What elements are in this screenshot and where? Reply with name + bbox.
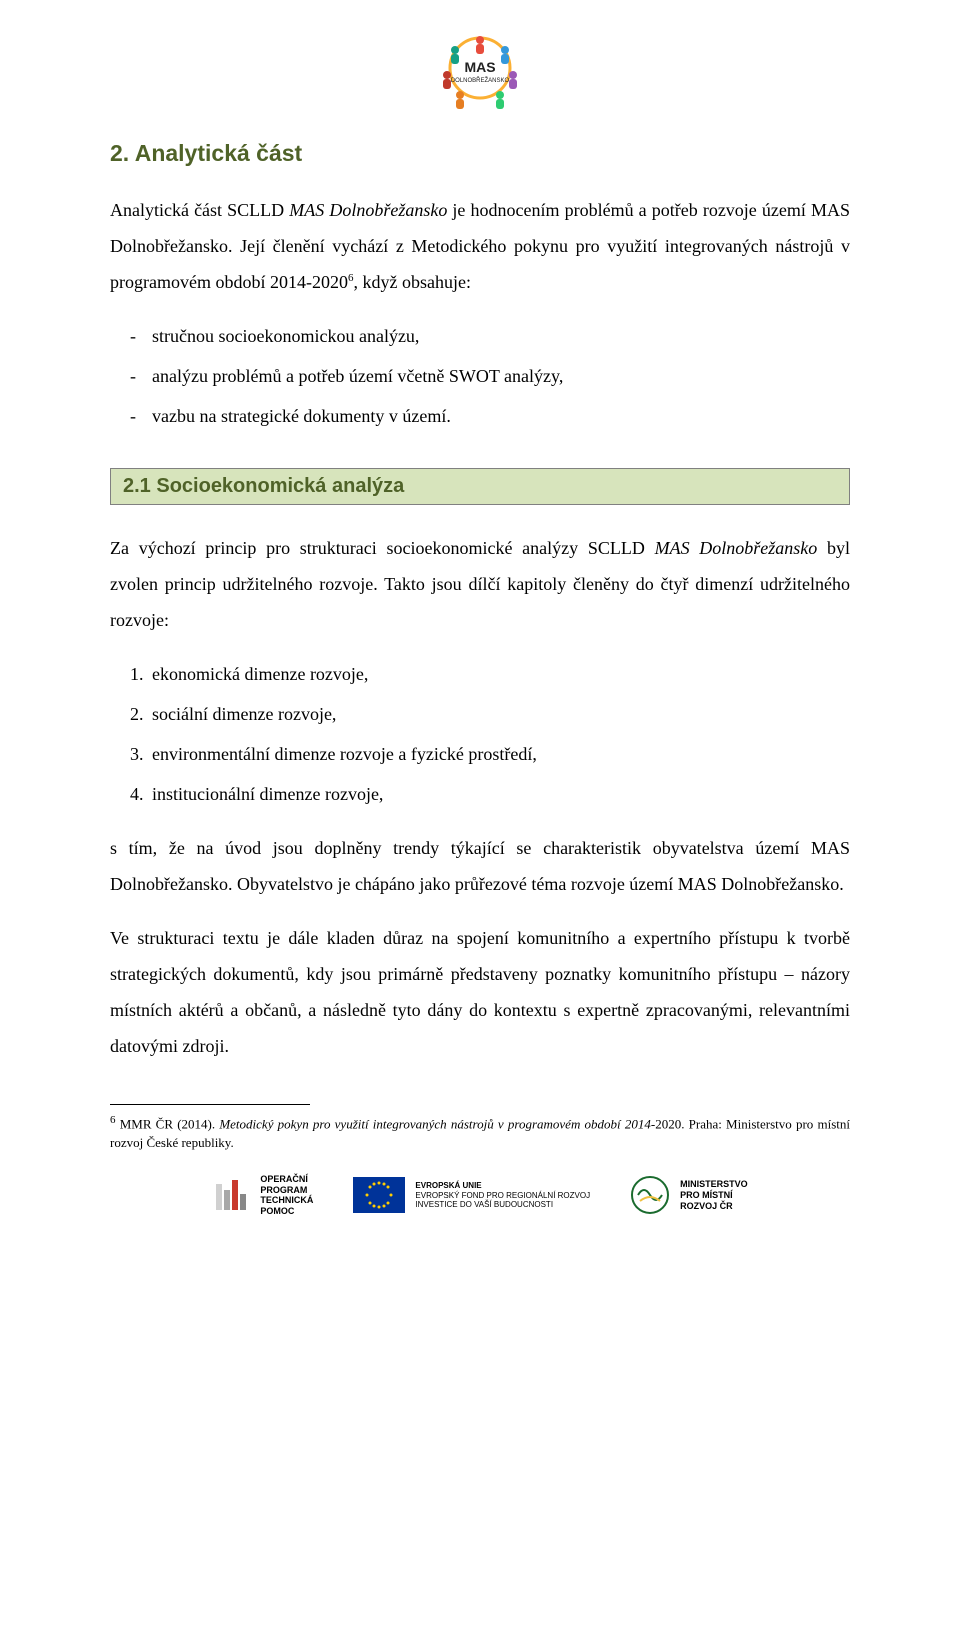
paragraph-4: Ve strukturaci textu je dále kladen důra… [110,920,850,1064]
footnote-separator [110,1104,310,1105]
optp-icon [212,1176,250,1214]
footer-logos: OPERAČNÍ PROGRAM TECHNICKÁ POMOC EVRO [110,1174,850,1217]
bullet-item: analýzu problémů a potřeb území včetně S… [110,358,850,394]
footnote: 6 MMR ČR (2014). Metodický pokyn pro vyu… [110,1113,850,1152]
num-item: 2.sociální dimenze rozvoje, [110,696,850,732]
footer-left: OPERAČNÍ PROGRAM TECHNICKÁ POMOC [212,1174,313,1217]
num-item: 1.ekonomická dimenze rozvoje, [110,656,850,692]
bullet-item: stručnou socioekonomickou analýzu, [110,318,850,354]
eu-flag-icon [353,1177,405,1213]
footer-mid: EVROPSKÁ UNIE EVROPSKÝ FOND PRO REGIONÁL… [353,1177,590,1213]
bullet-item: vazbu na strategické dokumenty v území. [110,398,850,434]
paragraph-3: s tím, že na úvod jsou doplněny trendy t… [110,830,850,902]
heading-1: 2. Analytická část [110,140,850,167]
bullet-list: stručnou socioekonomickou analýzu, analý… [110,318,850,434]
heading-2-box: 2.1 Socioekonomická analýza [110,468,850,505]
num-item: 3.environmentální dimenze rozvoje a fyzi… [110,736,850,772]
num-item: 4.institucionální dimenze rozvoje, [110,776,850,812]
svg-text:DOLNOBŘEŽANSKO: DOLNOBŘEŽANSKO [451,76,510,84]
heading-2: 2.1 Socioekonomická analýza [123,475,837,498]
footer-right: MINISTERSTVO PRO MÍSTNÍ ROZVOJ ČR [630,1175,748,1215]
svg-text:MAS: MAS [464,59,495,75]
mmr-icon [630,1175,670,1215]
header-logo: MAS DOLNOBŘEŽANSKO [110,30,850,120]
paragraph-2: Za výchozí princip pro strukturaci socio… [110,530,850,638]
intro-paragraph: Analytická část SCLLD MAS Dolnobřežansko… [110,192,850,300]
numbered-list: 1.ekonomická dimenze rozvoje, 2.sociální… [110,656,850,812]
